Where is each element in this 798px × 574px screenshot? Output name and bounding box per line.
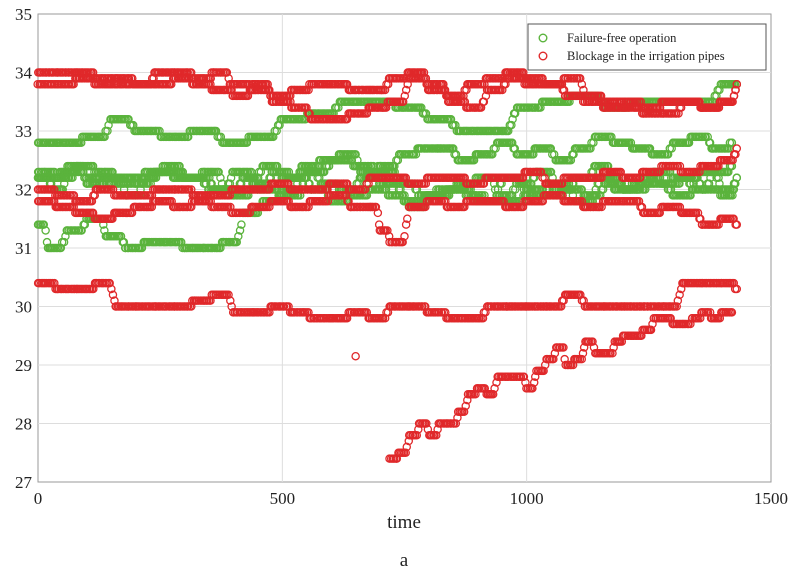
series-blockage xyxy=(33,68,742,463)
data-point xyxy=(575,74,585,83)
data-point xyxy=(353,155,362,165)
data-point xyxy=(234,232,243,241)
data-point xyxy=(727,138,737,147)
data-point xyxy=(398,97,408,107)
data-point xyxy=(59,237,69,247)
data-point xyxy=(732,173,742,183)
data-point xyxy=(60,179,69,188)
data-point xyxy=(400,91,410,101)
data-point xyxy=(401,85,411,95)
data-point xyxy=(728,191,737,200)
data-point xyxy=(696,179,705,188)
data-point xyxy=(577,79,587,89)
data-points xyxy=(33,68,742,463)
data-point xyxy=(214,167,223,177)
data-point xyxy=(351,150,360,159)
data-point xyxy=(80,220,90,229)
data-point xyxy=(232,237,242,247)
data-point xyxy=(730,179,740,188)
data-point xyxy=(216,173,225,183)
data-point xyxy=(706,173,715,183)
data-point xyxy=(41,226,50,235)
data-point xyxy=(39,220,49,229)
data-point xyxy=(295,191,305,200)
data-point xyxy=(103,126,112,136)
data-point xyxy=(729,185,739,194)
data-point xyxy=(119,237,129,247)
data-point xyxy=(507,120,516,130)
data-point xyxy=(222,68,232,77)
data-point xyxy=(235,226,245,235)
data-point xyxy=(546,167,556,177)
data-point xyxy=(237,220,246,229)
